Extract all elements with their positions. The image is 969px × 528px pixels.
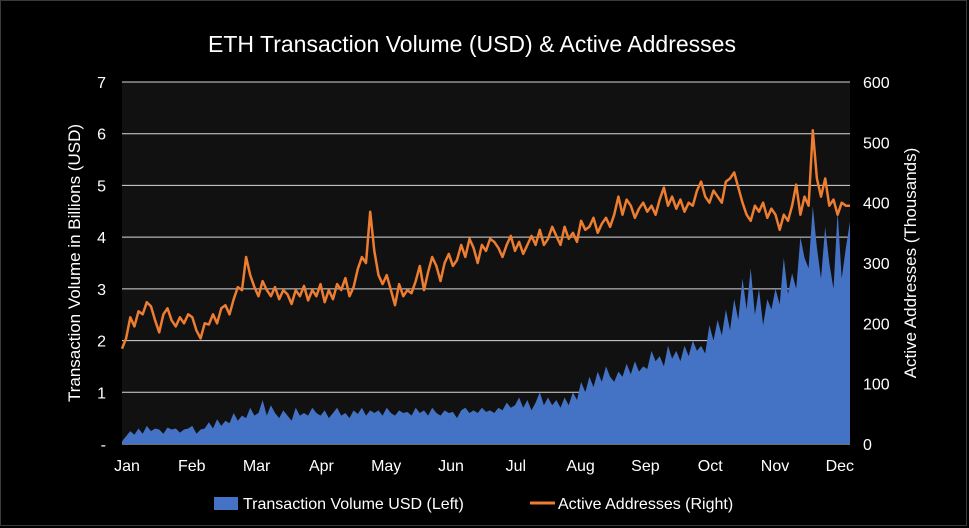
volume-area — [122, 206, 850, 444]
legend: Transaction Volume USD (Left) Active Add… — [214, 496, 733, 513]
addresses-line-series — [120, 129, 850, 350]
x-tick-label: Jul — [506, 458, 526, 475]
x-tick-label: Jan — [114, 458, 140, 475]
left-tick-label: 6 — [97, 127, 106, 144]
x-tick-label: Sep — [631, 458, 660, 475]
left-axis-label: Transaction Volume in Billions (USD) — [65, 124, 84, 402]
left-tick-label: 1 — [97, 385, 106, 402]
right-tick-label: 300 — [863, 256, 890, 273]
x-axis-ticks: Jan Feb Mar Apr May Jun Jul Aug Sep Oct Nov Dec — [114, 458, 854, 475]
left-tick-label: - — [101, 437, 106, 454]
left-tick-label: 4 — [97, 230, 106, 247]
left-tick-label: 2 — [97, 334, 106, 351]
x-tick-label: Oct — [698, 458, 723, 475]
x-tick-label: Mar — [243, 458, 271, 475]
left-axis-ticks: - 1 2 3 4 5 6 7 — [97, 75, 106, 454]
left-tick-label: 5 — [97, 178, 106, 195]
legend-label-volume: Transaction Volume USD (Left) — [243, 496, 464, 513]
right-axis-label: Active Addresses (Thousands) — [901, 148, 920, 379]
chart-title: ETH Transaction Volume (USD) & Active Ad… — [208, 31, 736, 57]
x-tick-label: May — [371, 458, 401, 475]
addresses-line — [120, 129, 850, 350]
right-tick-label: 0 — [863, 437, 872, 454]
right-tick-label: 200 — [863, 316, 890, 333]
left-tick-label: 7 — [97, 75, 106, 92]
right-tick-label: 600 — [863, 75, 890, 92]
left-tick-label: 3 — [97, 282, 106, 299]
right-axis-ticks: 0 100 200 300 400 500 600 — [863, 75, 890, 454]
x-tick-label: Jun — [438, 458, 464, 475]
right-tick-label: 100 — [863, 377, 890, 394]
x-tick-label: Apr — [309, 458, 335, 475]
x-tick-label: Dec — [826, 458, 854, 475]
legend-label-addresses: Active Addresses (Right) — [558, 496, 733, 513]
legend-swatch-volume — [214, 497, 238, 510]
right-tick-label: 500 — [863, 135, 890, 152]
x-tick-label: Feb — [178, 458, 206, 475]
x-tick-label: Nov — [761, 458, 789, 475]
volume-area-series — [122, 206, 850, 444]
right-tick-label: 400 — [863, 196, 890, 213]
x-tick-label: Aug — [566, 458, 594, 475]
